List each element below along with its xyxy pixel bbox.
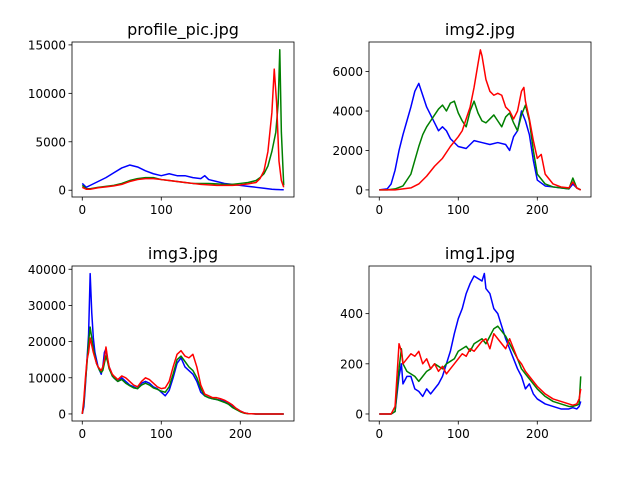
y-tick-label: 2000 xyxy=(332,144,363,158)
x-tick-label: 100 xyxy=(447,427,470,441)
y-tick-label: 15000 xyxy=(28,38,66,52)
x-tick-label: 200 xyxy=(229,427,252,441)
y-tick-label: 200 xyxy=(340,357,363,371)
x-tick-label: 0 xyxy=(375,203,383,217)
y-tick-label: 5000 xyxy=(35,135,66,149)
y-tick-label: 10000 xyxy=(28,371,66,385)
series-line xyxy=(379,82,582,191)
series-line xyxy=(379,325,582,415)
x-tick-label: 0 xyxy=(375,427,383,441)
series-line xyxy=(379,49,582,191)
series-line xyxy=(379,332,582,415)
series-line xyxy=(81,326,284,415)
series-line xyxy=(379,100,582,191)
series-line xyxy=(81,337,284,415)
y-tick-label: 30000 xyxy=(28,299,66,313)
x-tick-label: 0 xyxy=(78,203,86,217)
x-tick-label: 200 xyxy=(229,203,252,217)
y-tick-label: 40000 xyxy=(28,263,66,277)
subplot-title: img3.jpg xyxy=(148,244,218,263)
y-tick-label: 0 xyxy=(355,183,363,197)
y-tick-label: 0 xyxy=(355,407,363,421)
axes-frame xyxy=(368,41,592,198)
y-tick-label: 0 xyxy=(58,184,66,198)
x-tick-label: 200 xyxy=(526,203,549,217)
series-line xyxy=(81,164,284,191)
series-line xyxy=(379,272,582,415)
subplot-title: img2.jpg xyxy=(445,20,515,39)
y-tick-label: 400 xyxy=(340,307,363,321)
axes-frame xyxy=(71,265,295,422)
axes-frame xyxy=(71,41,295,198)
subplot-1: 0 100 200 0 5000 10000 15000 profile_pic.jpg xyxy=(28,20,295,217)
y-tick-label: 4000 xyxy=(332,105,363,119)
series-group xyxy=(379,49,582,191)
series-group xyxy=(379,272,582,415)
subplot-title: profile_pic.jpg xyxy=(127,20,239,40)
subplot-3: 0 100 200 0 10000 20000 30000 40000 img3.jpg xyxy=(28,244,295,441)
subplot-title: img1.jpg xyxy=(445,244,515,263)
x-tick-label: 100 xyxy=(447,203,470,217)
series-line xyxy=(81,272,284,415)
series-group xyxy=(81,272,284,415)
y-tick-label: 6000 xyxy=(332,65,363,79)
y-tick-label: 10000 xyxy=(28,87,66,101)
y-tick-label: 0 xyxy=(58,407,66,421)
axes-frame xyxy=(368,265,592,422)
series-group xyxy=(81,49,285,191)
y-tick-label: 20000 xyxy=(28,335,66,349)
subplot-4: 0 100 200 0 200 400 img1.jpg xyxy=(340,244,592,441)
x-tick-label: 0 xyxy=(78,427,86,441)
x-tick-label: 100 xyxy=(150,427,173,441)
series-line xyxy=(81,49,285,190)
x-tick-label: 100 xyxy=(150,203,173,217)
x-tick-label: 200 xyxy=(526,427,549,441)
series-line xyxy=(81,68,285,190)
